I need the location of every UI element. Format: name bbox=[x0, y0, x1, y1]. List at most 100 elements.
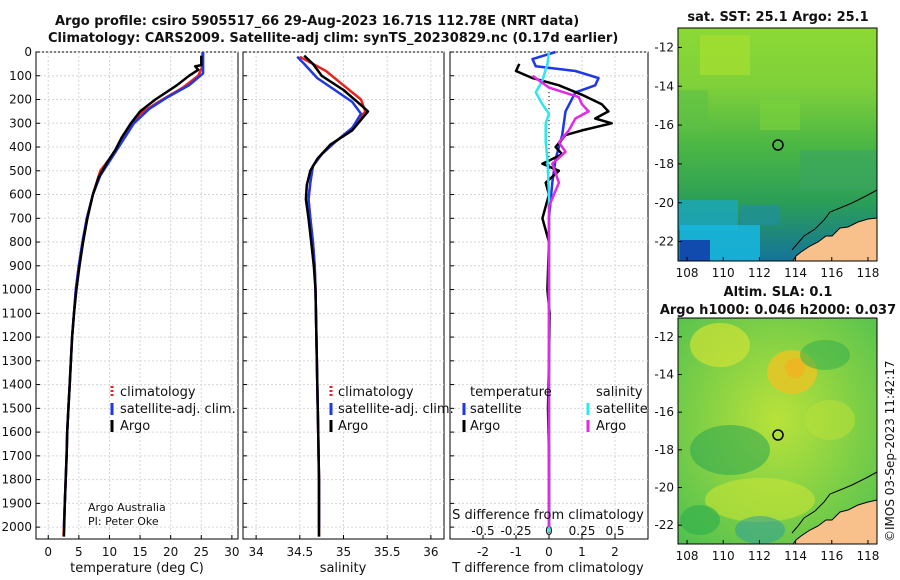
sst-map bbox=[677, 27, 878, 262]
temperature-xlabel: temperature (deg C) bbox=[70, 561, 204, 576]
map-x-tick-label: 108 bbox=[676, 549, 699, 563]
y-tick-label: 1000 bbox=[1, 283, 32, 297]
map-x-tick-label: 116 bbox=[820, 266, 843, 280]
timestamp: ©IMOS 03-Sep-2023 11:42:17 bbox=[883, 360, 897, 542]
y-tick-label: 1100 bbox=[1, 306, 32, 320]
map-x-tick-label: 114 bbox=[784, 266, 807, 280]
data-series bbox=[62, 50, 613, 537]
temperature-panel bbox=[35, 51, 239, 540]
y-tick-label: 800 bbox=[9, 235, 32, 249]
axis-ticks: 0 5 10 15 20 25 300100200300400500600700800900… bbox=[1, 45, 624, 559]
legend-t-argo: Argo bbox=[470, 419, 500, 434]
x-top-tick-label: 0.25 bbox=[569, 524, 596, 538]
legend-t-satellite: satellite bbox=[470, 402, 522, 417]
x-tick-label: 5 bbox=[75, 545, 83, 559]
map-y-tick-label: -20 bbox=[654, 196, 674, 210]
sdiff-xlabel-top: S difference from climatology bbox=[452, 508, 644, 523]
y-tick-label: 1400 bbox=[1, 378, 32, 392]
map-x-tick-label: 110 bbox=[712, 266, 735, 280]
x-tick-label: -1 bbox=[510, 545, 522, 559]
y-tick-label: 400 bbox=[9, 140, 32, 154]
map-y-tick-label: -16 bbox=[654, 405, 674, 419]
map-y-tick-label: -20 bbox=[654, 481, 674, 495]
map-y-tick-label: -12 bbox=[654, 40, 674, 54]
y-tick-label: 1800 bbox=[1, 473, 32, 487]
y-tick-label: 200 bbox=[9, 93, 32, 107]
legend-s-satellite: satellite bbox=[596, 402, 648, 417]
y-tick-label: 1900 bbox=[1, 496, 32, 510]
map-y-tick-label: -22 bbox=[654, 518, 674, 532]
map-x-tick-label: 116 bbox=[820, 549, 843, 563]
legend-header-salinity: salinity bbox=[596, 385, 643, 400]
sst-map-title: sat. SST: 25.1 Argo: 25.1 bbox=[687, 10, 868, 25]
credit-line-2: PI: Peter Oke bbox=[88, 515, 159, 528]
x-tick-label: 35 bbox=[336, 545, 351, 559]
land-mass bbox=[793, 218, 877, 261]
x-tick-label: 10 bbox=[102, 545, 117, 559]
land-mass bbox=[793, 500, 877, 544]
y-tick-label: 300 bbox=[9, 116, 32, 130]
map-x-tick-label: 118 bbox=[857, 549, 880, 563]
header-line-2: Climatology: CARS2009. Satellite-adj cli… bbox=[48, 31, 619, 46]
legend-header-temperature: temperature bbox=[470, 385, 552, 400]
x-top-tick-label: -0.25 bbox=[500, 524, 531, 538]
legend-climatology: climatology bbox=[338, 385, 414, 400]
legend-argo: Argo bbox=[338, 419, 368, 434]
legend-satellite-adj: satellite-adj. clim. bbox=[120, 402, 236, 417]
x-tick-label: 35.5 bbox=[374, 545, 401, 559]
y-tick-label: 1600 bbox=[1, 425, 32, 439]
map-y-tick-label: -16 bbox=[654, 118, 674, 132]
sla-map-title: Altim. SLA: 0.1 bbox=[724, 285, 833, 300]
y-tick-label: 700 bbox=[9, 211, 32, 225]
header-line-1: Argo profile: csiro 5905517_66 29-Aug-20… bbox=[55, 14, 580, 29]
series-line-argo bbox=[303, 54, 370, 537]
map-y-tick-label: -22 bbox=[654, 235, 674, 249]
x-tick-label: 0 bbox=[44, 545, 52, 559]
credit-line-1: Argo Australia bbox=[88, 501, 166, 514]
salinity-xlabel: salinity bbox=[320, 561, 367, 576]
tdiff-xlabel: T difference from climatology bbox=[451, 561, 644, 576]
temperature-legend: climatology satellite-adj. clim. Argo bbox=[110, 385, 236, 434]
sla-map-subtitle: Argo h1000: 0.046 h2000: 0.037 bbox=[660, 303, 896, 318]
map-x-tick-label: 112 bbox=[748, 266, 771, 280]
x-tick-label: 0 bbox=[545, 545, 553, 559]
map-ticks: 108 110 112 114 116 118 -12 -14 -16 -18 -20 -22 108 1… bbox=[654, 40, 879, 563]
y-tick-label: 1500 bbox=[1, 401, 32, 415]
difference-legend: temperature salinity satellite Argo sate… bbox=[462, 385, 648, 434]
legend-climatology: climatology bbox=[120, 385, 196, 400]
y-tick-label: 1700 bbox=[1, 449, 32, 463]
map-y-tick-label: -14 bbox=[654, 368, 674, 382]
sla-map bbox=[677, 317, 878, 545]
map-x-tick-label: 118 bbox=[857, 266, 880, 280]
map-y-tick-label: -18 bbox=[654, 157, 674, 171]
series-line-s-argo bbox=[531, 74, 590, 528]
argo-float-marker bbox=[772, 429, 784, 441]
x-top-tick-label: -0.5 bbox=[471, 524, 494, 538]
y-tick-label: 600 bbox=[9, 188, 32, 202]
x-tick-label: 20 bbox=[163, 545, 178, 559]
map-x-tick-label: 112 bbox=[748, 549, 771, 563]
map-y-tick-label: -12 bbox=[654, 330, 674, 344]
x-tick-label: 25 bbox=[194, 545, 209, 559]
x-tick-label: 30 bbox=[224, 545, 239, 559]
y-tick-label: 1300 bbox=[1, 354, 32, 368]
y-tick-label: 100 bbox=[9, 69, 32, 83]
y-tick-label: 500 bbox=[9, 164, 32, 178]
x-tick-label: 36 bbox=[423, 545, 438, 559]
map-x-tick-label: 108 bbox=[676, 266, 699, 280]
map-x-tick-label: 110 bbox=[712, 549, 735, 563]
map-y-tick-label: -14 bbox=[654, 79, 674, 93]
argo-float-marker bbox=[772, 139, 784, 151]
x-tick-label: 15 bbox=[132, 545, 147, 559]
legend-satellite-adj: satellite-adj. clim. bbox=[338, 402, 454, 417]
x-tick-label: 34.5 bbox=[286, 545, 313, 559]
salinity-legend: climatology satellite-adj. clim. Argo bbox=[329, 385, 454, 434]
map-y-tick-label: -18 bbox=[654, 443, 674, 457]
map-x-tick-label: 114 bbox=[784, 549, 807, 563]
x-tick-label: 34 bbox=[248, 545, 263, 559]
legend-s-argo: Argo bbox=[596, 419, 626, 434]
y-tick-label: 0 bbox=[24, 45, 32, 59]
x-tick-label: 1 bbox=[578, 545, 586, 559]
series-line-argo bbox=[62, 55, 203, 537]
